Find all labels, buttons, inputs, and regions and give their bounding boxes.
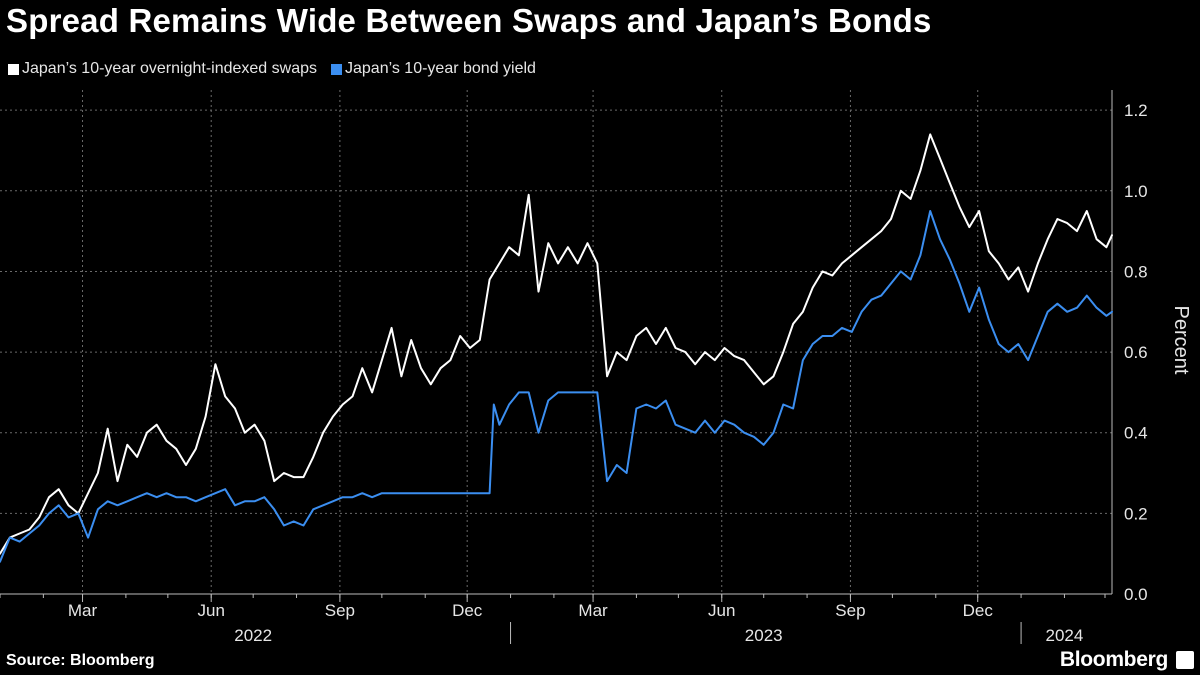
y-tick-label: 0.8 [1124, 262, 1148, 281]
series-line-swaps [0, 133, 1113, 555]
x-tick-label: Sep [325, 601, 355, 620]
x-tick-label: Sep [835, 601, 865, 620]
y-tick-label: 1.2 [1124, 101, 1148, 120]
x-tick-label: Dec [963, 601, 994, 620]
legend-swatch-swaps [8, 63, 19, 75]
source-note: Source: Bloomberg [6, 652, 155, 669]
x-tick-label: Jun [197, 601, 224, 620]
y-axis-label: Percent [1170, 306, 1192, 375]
year-label: 2024 [1046, 626, 1084, 645]
x-tick-label: Mar [578, 601, 608, 620]
y-tick-label: 0.4 [1124, 424, 1148, 443]
legend-item-bond-yield: Japan’s 10-year bond yield [331, 60, 536, 78]
x-tick-label: Jun [708, 601, 735, 620]
logo-text: Bloomberg [1059, 648, 1168, 671]
legend-label-swaps: Japan’s 10-year overnight-indexed swaps [22, 60, 317, 77]
chart-title: Spread Remains Wide Between Swaps and Ja… [6, 2, 932, 39]
y-tick-label: 0.2 [1124, 504, 1148, 523]
bloomberg-badge-icon [1176, 651, 1194, 669]
x-tick-label: Mar [68, 601, 98, 620]
legend-swatch-bond-yield [331, 63, 342, 75]
bloomberg-logo: Bloomberg [1060, 648, 1194, 672]
legend-label-bond-yield: Japan’s 10-year bond yield [345, 60, 536, 77]
series-line-bond-yield [0, 210, 1113, 563]
series-layer [0, 133, 1113, 563]
year-label: 2022 [234, 626, 272, 645]
y-tick-label: 0.0 [1124, 585, 1148, 604]
legend-item-swaps: Japan’s 10-year overnight-indexed swaps [8, 60, 317, 78]
x-tick-label: Dec [452, 601, 483, 620]
y-tick-label: 0.6 [1124, 343, 1148, 362]
legend: Japan’s 10-year overnight-indexed swaps … [8, 60, 536, 78]
axis-layer: 0.0 0.2 0.4 0.6 0.8 1.0 1.2 Mar Jun Sep Dec Mar Jun S… [0, 90, 1148, 645]
year-label: 2023 [745, 626, 783, 645]
y-tick-label: 1.0 [1124, 182, 1148, 201]
grid-layer [0, 90, 1112, 595]
